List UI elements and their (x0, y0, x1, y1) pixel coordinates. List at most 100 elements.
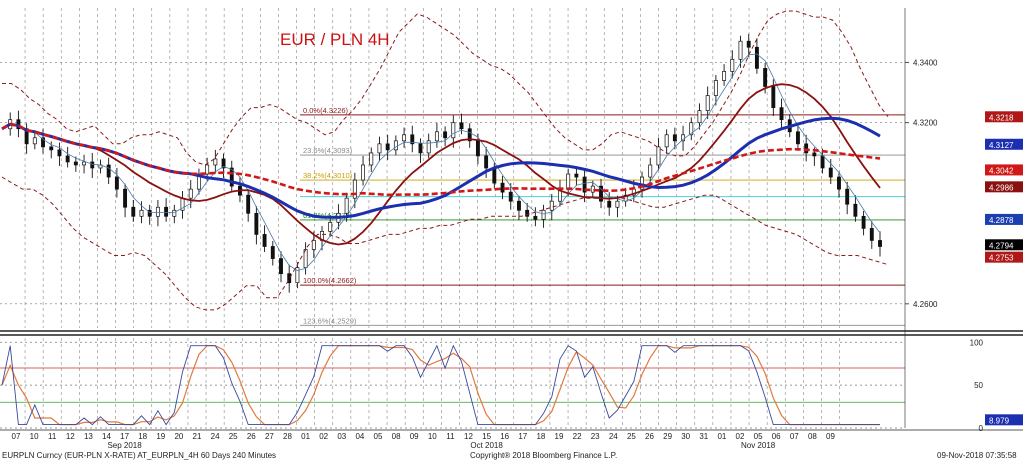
y-tick-label: 4.3400 (913, 58, 938, 67)
candle-body (615, 200, 620, 208)
candle-body (722, 71, 727, 81)
x-tick-label: 27 (265, 432, 274, 441)
x-tick-label: 09 (826, 432, 835, 441)
fib-level-label: 123.6%(4.2529) (303, 316, 357, 325)
price-tag-label: 4.2986 (989, 183, 1014, 192)
candle-body (763, 68, 768, 87)
candle-body (459, 122, 464, 130)
candle-body (779, 107, 784, 121)
x-tick-label: 17 (120, 432, 129, 441)
candle-body (451, 122, 456, 139)
candle-body (164, 206, 169, 217)
candle-body (172, 209, 177, 217)
bollinger-upper-line (2, 10, 889, 166)
candle-body (418, 143, 423, 154)
candle-body (196, 173, 201, 190)
candle-body (114, 176, 119, 190)
x-tick-label: 30 (681, 432, 690, 441)
y-tick-label: 4.3200 (913, 119, 938, 128)
x-tick-label: 08 (392, 432, 401, 441)
candle-body (352, 179, 357, 199)
candle-body (287, 273, 292, 284)
x-tick-label: 02 (736, 432, 745, 441)
candle-body (837, 176, 841, 190)
candle-body (41, 137, 45, 148)
osc-fast-line (1, 344, 880, 426)
candle-body (254, 212, 259, 235)
candle-body (361, 164, 365, 181)
price-tag-label: 4.3218 (989, 113, 1014, 122)
candle-body (213, 158, 218, 166)
fib-level-label: 0.0%(4.3226) (303, 106, 349, 115)
candle-body (754, 46, 759, 69)
candle-body (869, 228, 874, 241)
long-ma-dashed-line (1, 122, 881, 197)
x-tick-label: 04 (355, 432, 364, 441)
price-tag-label: 4.2753 (989, 254, 1014, 263)
candle-body (689, 122, 694, 136)
candle-body (574, 173, 579, 178)
footer-source: EURPLN Curncy (EUR-PLN X-RATE) AT_EURPLN… (2, 451, 277, 460)
candle-body (279, 258, 283, 275)
x-tick-label: 06 (772, 432, 781, 441)
x-tick-label: 19 (555, 432, 564, 441)
candle-body (648, 164, 653, 178)
osc-y-tick-label: 50 (974, 381, 983, 390)
candle-body (393, 140, 398, 151)
chart-title: EUR / PLN 4H (280, 30, 390, 49)
candle-body (311, 240, 316, 250)
candle-body (566, 173, 571, 190)
y-tick-label: 4.2600 (913, 300, 938, 309)
candle-body (771, 86, 776, 108)
candle-body (65, 155, 70, 163)
x-tick-label: 14 (102, 432, 111, 441)
x-tick-label: 01 (301, 432, 310, 441)
footer-copyright: Copyright® 2018 Bloomberg Finance L.P. (470, 451, 618, 460)
x-tick-label: 03 (337, 432, 346, 441)
candle-body (434, 131, 439, 142)
candle-body (672, 134, 677, 142)
x-tick-label: 17 (518, 432, 527, 441)
candle-body (467, 128, 472, 142)
x-tick-label: 08 (808, 432, 817, 441)
fib-level-label: 61.8%(4.2878) (303, 211, 353, 220)
price-tag (985, 213, 1023, 225)
candle-body (828, 167, 833, 178)
osc-y-tick-label: 0 (979, 424, 984, 433)
candle-body (90, 161, 95, 169)
candle-body (861, 215, 866, 229)
x-tick-label: 15 (482, 432, 491, 441)
footer-timestamp: 09-Nov-2018 07:35:58 (937, 451, 1017, 460)
candle-body (147, 209, 152, 217)
candle-body (475, 140, 480, 157)
candle-body (328, 221, 333, 232)
candle-body (49, 146, 54, 151)
osc-y-tick-label: 100 (970, 338, 984, 347)
price-tag-label: 4.3042 (989, 166, 1014, 175)
candle-body (426, 140, 431, 154)
candle-body (738, 40, 743, 60)
x-tick-label: 22 (573, 432, 582, 441)
x-tick-label: 07 (790, 432, 799, 441)
candle-body (804, 143, 809, 154)
candle-body (697, 110, 702, 124)
candle-body (730, 58, 735, 72)
x-tick-label: 23 (591, 432, 600, 441)
candle-body (656, 146, 661, 166)
x-tick-label: 29 (663, 432, 672, 441)
x-month-label: Oct 2018 (470, 441, 503, 450)
x-tick-label: 18 (536, 432, 545, 441)
candle-body (853, 203, 858, 217)
candle-body (845, 188, 850, 205)
price-tag (985, 111, 1023, 123)
candle-body (123, 188, 128, 208)
x-tick-label: 11 (446, 432, 455, 441)
x-tick-label: 12 (66, 432, 75, 441)
candle-body (82, 161, 87, 166)
candle-body (139, 209, 144, 217)
candle-body (640, 176, 644, 190)
candle-body (270, 246, 275, 259)
candle-body (205, 164, 210, 175)
price-tag-label: 4.3127 (989, 141, 1014, 150)
price-tag (985, 181, 1023, 193)
